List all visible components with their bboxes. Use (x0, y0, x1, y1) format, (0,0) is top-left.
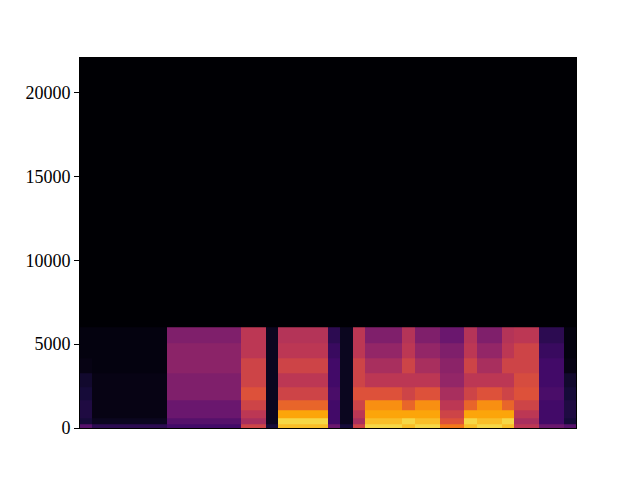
svg-text:20000: 20000 (25, 83, 70, 103)
svg-text:15000: 15000 (25, 167, 70, 187)
svg-text:0: 0 (61, 418, 70, 438)
svg-text:5000: 5000 (34, 334, 70, 354)
svg-text:10000: 10000 (25, 251, 70, 271)
